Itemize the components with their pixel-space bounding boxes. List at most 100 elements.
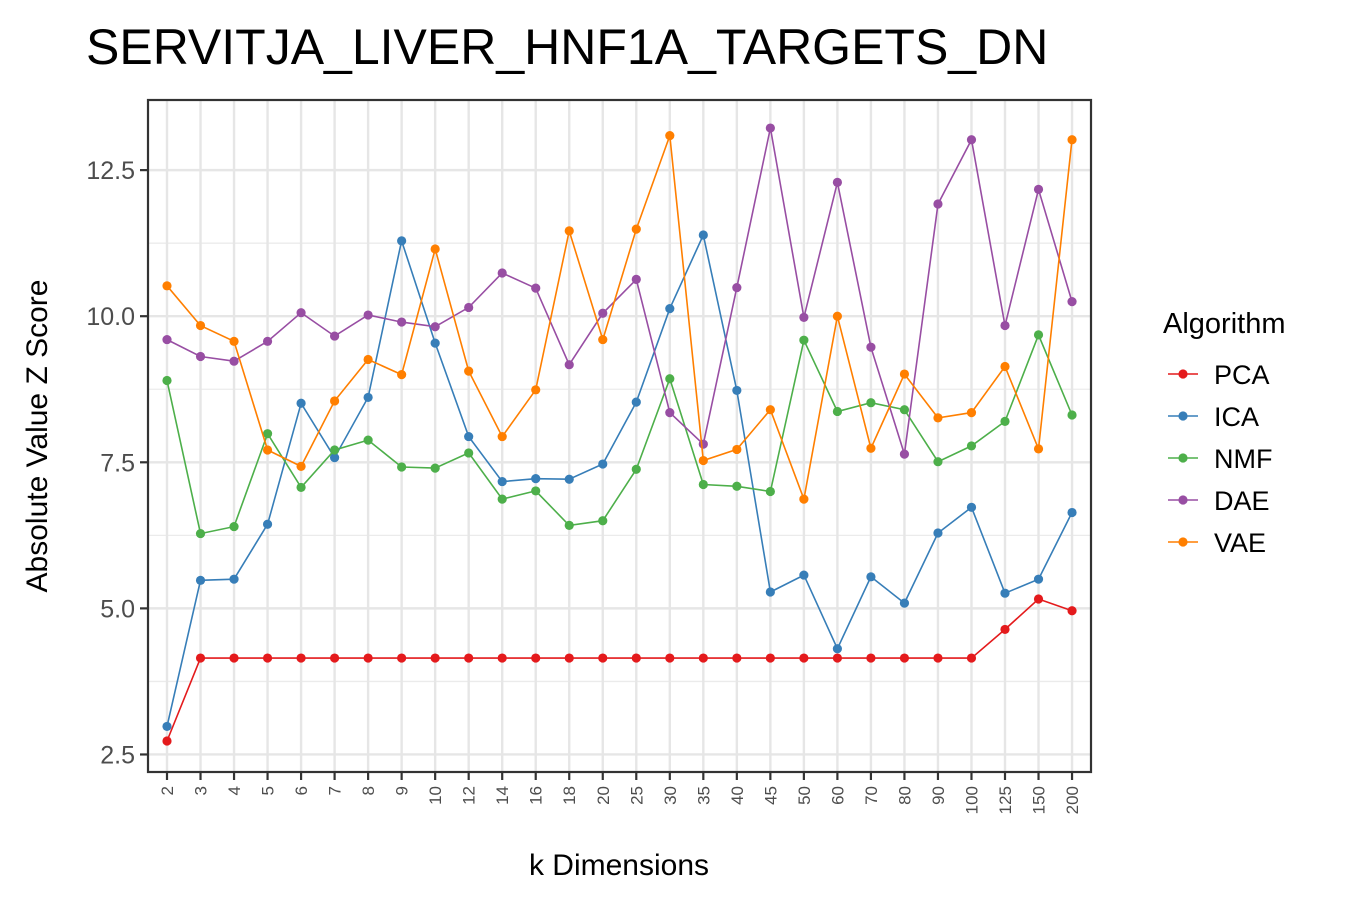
data-point-nmf (765, 486, 775, 497)
data-point-vae (598, 334, 608, 345)
data-point-nmf (1067, 410, 1077, 420)
data-point-pca (195, 653, 206, 663)
data-point-pca (799, 653, 809, 663)
x-tick-label: 200 (1063, 786, 1082, 814)
data-point-ica (765, 587, 775, 597)
data-point-dae (899, 449, 910, 459)
legend-items: PCA ICA NMF DAE VAE (1168, 360, 1272, 558)
data-point-ica (899, 598, 910, 608)
data-point-ica (665, 304, 675, 314)
series-line-ica (166, 232, 1073, 727)
data-point-dae (765, 123, 775, 133)
data-point-pca (698, 653, 708, 663)
x-tick-label: 6 (292, 786, 311, 795)
x-tick-label: 45 (761, 786, 780, 805)
data-point-dae (933, 199, 943, 209)
data-point-pca (1067, 606, 1077, 616)
series-line-pca (166, 598, 1073, 742)
data-point-nmf (195, 528, 206, 539)
x-tick-label: 7 (326, 786, 345, 795)
data-point-vae (933, 413, 943, 423)
data-point-vae (899, 369, 910, 379)
legend-label: NMF (1214, 444, 1272, 474)
x-tick-label: 5 (259, 786, 278, 795)
data-point-dae (430, 322, 440, 332)
data-point-pca (330, 653, 340, 663)
data-point-ica (698, 230, 708, 240)
data-point-nmf (363, 435, 373, 445)
data-point-pca (966, 653, 977, 663)
data-point-ica (598, 459, 608, 469)
data-point-vae (765, 405, 775, 415)
series-layer (162, 123, 1077, 746)
x-tick-label: 50 (795, 786, 814, 805)
data-point-dae (162, 334, 172, 345)
data-point-ica (732, 385, 742, 396)
x-tick-label: 25 (627, 786, 646, 805)
data-point-vae (866, 443, 876, 453)
x-axis: 2 3 4 5 6 7 8 9 10 12 14 16 18 20 25 30 35 40 45 50 60 70 80 90… (158, 772, 1082, 814)
data-point-pca (363, 653, 373, 663)
data-point-dae (564, 360, 574, 370)
data-point-pca (531, 653, 541, 663)
series-line-nmf (166, 332, 1073, 535)
data-point-vae (195, 320, 206, 331)
y-axis-label: Absolute Value Z Score (21, 280, 54, 593)
x-tick-label: 100 (962, 786, 981, 814)
data-point-vae (330, 396, 340, 406)
legend-label: DAE (1214, 486, 1270, 516)
data-point-dae (262, 336, 273, 346)
data-point-ica (1067, 507, 1077, 518)
data-point-dae (229, 356, 239, 366)
plot-panel-border (146, 98, 1093, 774)
x-tick-label: 125 (996, 786, 1015, 814)
x-tick-label: 20 (594, 786, 613, 805)
data-point-vae (1033, 444, 1044, 454)
data-point-dae (330, 331, 340, 341)
data-point-vae (229, 336, 239, 346)
data-point-pca (732, 653, 742, 663)
data-point-pca (899, 653, 910, 663)
data-point-ica (464, 431, 474, 442)
data-point-vae (1067, 135, 1077, 145)
x-tick-label: 30 (661, 786, 680, 805)
y-tick-label: 12.5 (86, 157, 135, 185)
data-point-pca (430, 653, 440, 663)
legend-key-point (1178, 411, 1188, 421)
data-point-pca (1033, 594, 1044, 604)
data-point-ica (1033, 574, 1044, 584)
data-point-ica (1000, 588, 1010, 598)
x-tick-label: 70 (862, 786, 881, 805)
data-point-vae (296, 461, 306, 471)
data-point-dae (799, 312, 809, 322)
series-line-dae (166, 127, 1073, 455)
data-point-ica (195, 575, 206, 585)
data-point-pca (229, 653, 239, 663)
data-point-dae (296, 308, 306, 318)
series-line-vae (166, 135, 1073, 503)
data-point-nmf (430, 463, 440, 473)
x-tick-label: 35 (694, 786, 713, 805)
data-point-ica (564, 474, 574, 484)
legend-label: PCA (1214, 360, 1270, 390)
data-point-dae (1033, 184, 1044, 195)
data-point-dae (531, 283, 541, 293)
data-point-pca (162, 736, 172, 746)
legend-label: VAE (1214, 528, 1266, 558)
data-point-nmf (464, 448, 474, 458)
data-point-vae (698, 455, 708, 466)
data-point-nmf (497, 494, 507, 504)
data-point-pca (866, 653, 876, 663)
data-point-vae (966, 408, 977, 418)
data-point-ica (229, 574, 239, 584)
data-point-dae (631, 274, 641, 284)
data-point-vae (162, 281, 172, 291)
x-tick-label: 12 (460, 786, 479, 805)
data-point-ica (832, 644, 843, 654)
x-tick-label: 4 (225, 786, 244, 795)
y-axis: 2.5 5.0 7.5 10.0 12.5 (86, 157, 148, 769)
data-point-nmf (732, 481, 742, 491)
data-point-pca (497, 653, 507, 663)
data-point-nmf (564, 520, 574, 531)
